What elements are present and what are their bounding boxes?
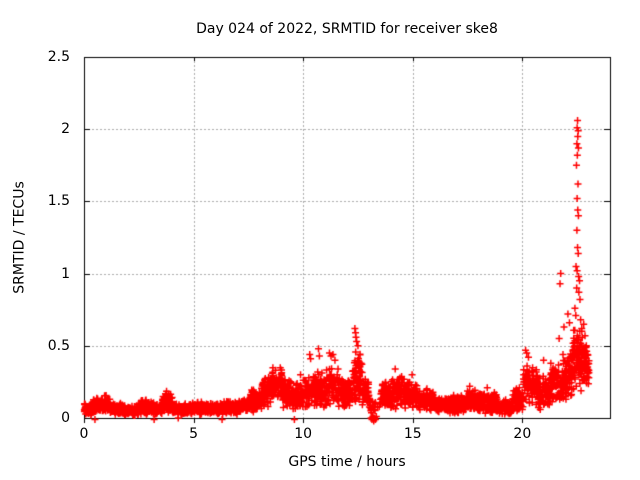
chart-title: Day 024 of 2022, SRMTID for receiver ske… — [196, 21, 498, 37]
y-axis-label: SRMTID / TECUs — [11, 181, 28, 294]
y-tick-label: 2.5 — [47, 49, 70, 65]
x-tick-label: 10 — [294, 426, 313, 442]
x-tick-label: 20 — [513, 426, 532, 442]
x-tick-label: 15 — [403, 426, 422, 442]
y-tick-label: 1 — [61, 265, 70, 282]
x-tick-label: 0 — [79, 426, 89, 442]
x-axis-label: GPS time / hours — [288, 454, 406, 470]
y-tick-label: 0 — [61, 410, 70, 426]
y-tick-label: 1.5 — [47, 193, 70, 210]
y-tick-label: 0.5 — [47, 337, 70, 354]
y-tick-label: 2 — [61, 121, 70, 138]
x-tick-label: 5 — [189, 426, 199, 442]
